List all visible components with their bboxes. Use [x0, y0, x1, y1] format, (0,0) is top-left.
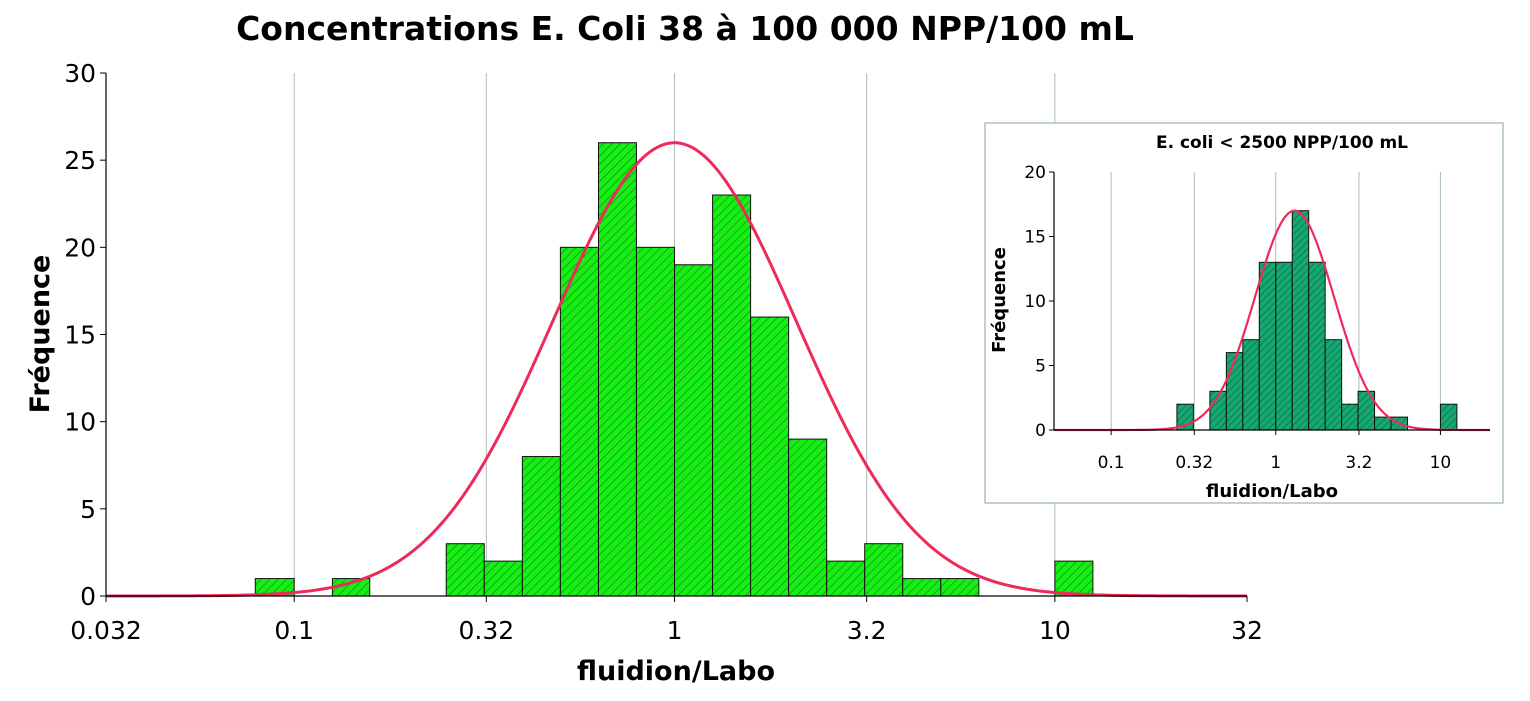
inset-bar: [1374, 416, 1392, 431]
main-x-tick-label: 3.2: [847, 616, 887, 645]
main-bar: [635, 246, 676, 597]
inset-bar: [1439, 403, 1458, 431]
main-bar: [445, 543, 485, 597]
inset-bar: [1258, 261, 1277, 431]
inset-x-tick-labels: 0.1 0.32 1 3.2 10: [1098, 430, 1452, 473]
inset-frame: [984, 122, 1504, 504]
main-bar: [750, 316, 790, 597]
inset-bar: [1225, 352, 1244, 431]
inset-bar: [1291, 210, 1310, 431]
main-bar: [712, 194, 752, 597]
main-y-tick-label: 10: [64, 408, 96, 437]
inset-x-tick-label: 0.32: [1175, 453, 1213, 473]
main-x-tick-label: 0.032: [70, 616, 142, 645]
main-bar: [788, 438, 828, 597]
main-x-tick-label: 0.32: [458, 616, 514, 645]
inset-y-tick-label: 5: [1035, 357, 1046, 377]
inset-x-tick-label: 3.2: [1345, 453, 1372, 473]
main-x-tick-labels: 0.032 0.1 0.32 1 3.2 10 32: [70, 596, 1263, 645]
main-bars: [254, 142, 1094, 597]
inset-bar: [1308, 261, 1326, 431]
main-bar: [940, 578, 980, 597]
inset-bar: [1324, 339, 1343, 431]
main-bar: [1054, 560, 1094, 597]
main-y-axis-label: Fréquence: [25, 255, 56, 414]
inset-y-tick-label: 20: [1024, 163, 1046, 183]
main-chart-title: Concentrations E. Coli 38 à 100 000 NPP/…: [236, 9, 1134, 48]
inset-bar: [1341, 403, 1359, 431]
main-bar: [826, 560, 866, 597]
inset-chart-title: E. coli < 2500 NPP/100 mL: [1156, 133, 1408, 153]
main-bar: [864, 543, 904, 597]
main-y-tick-label: 0: [80, 582, 96, 611]
inset-x-tick-label: 10: [1430, 453, 1452, 473]
main-y-tick-label: 15: [64, 321, 96, 350]
inset-bar: [1242, 339, 1260, 431]
inset-y-tick-label: 0: [1035, 421, 1046, 441]
main-y-tick-label: 25: [64, 146, 96, 175]
main-fit-curve: [106, 141, 1247, 598]
main-y-tick-labels: 0 5 10 15 20 25 30: [64, 59, 106, 611]
main-x-axis-label: fluidion/Labo: [577, 656, 775, 687]
main-y-tick-label: 5: [80, 495, 96, 524]
main-bar: [674, 264, 714, 597]
inset-y-axis-label: Fréquence: [989, 247, 1010, 353]
inset-y-tick-label: 15: [1024, 228, 1046, 248]
main-x-tick-label: 1: [667, 616, 683, 645]
main-bar: [559, 246, 599, 597]
inset-y-tick-labels: 0 5 10 15 20: [1024, 163, 1054, 441]
main-histogram: Concentrations E. Coli 38 à 100 000 NPP/…: [25, 9, 1263, 687]
main-bar: [902, 578, 942, 597]
main-x-tick-label: 32: [1231, 616, 1263, 645]
inset-y-tick-label: 10: [1024, 292, 1046, 312]
inset-bars: [1176, 210, 1458, 431]
main-bar: [521, 456, 561, 597]
inset-grid: [1110, 172, 1441, 430]
main-x-tick-label: 10: [1039, 616, 1071, 645]
inset-x-tick-label: 1: [1270, 453, 1281, 473]
main-bar: [483, 560, 523, 597]
main-y-tick-label: 30: [64, 59, 96, 88]
inset-histogram: E. coli < 2500 NPP/100 mL 0.1 0.32 1 3.2 10 …: [984, 122, 1504, 504]
main-x-tick-label: 0.1: [274, 616, 314, 645]
main-y-tick-label: 20: [64, 233, 96, 262]
inset-x-tick-label: 0.1: [1098, 453, 1125, 473]
inset-bar: [1275, 261, 1293, 431]
inset-x-axis-label: fluidion/Labo: [1206, 481, 1338, 502]
